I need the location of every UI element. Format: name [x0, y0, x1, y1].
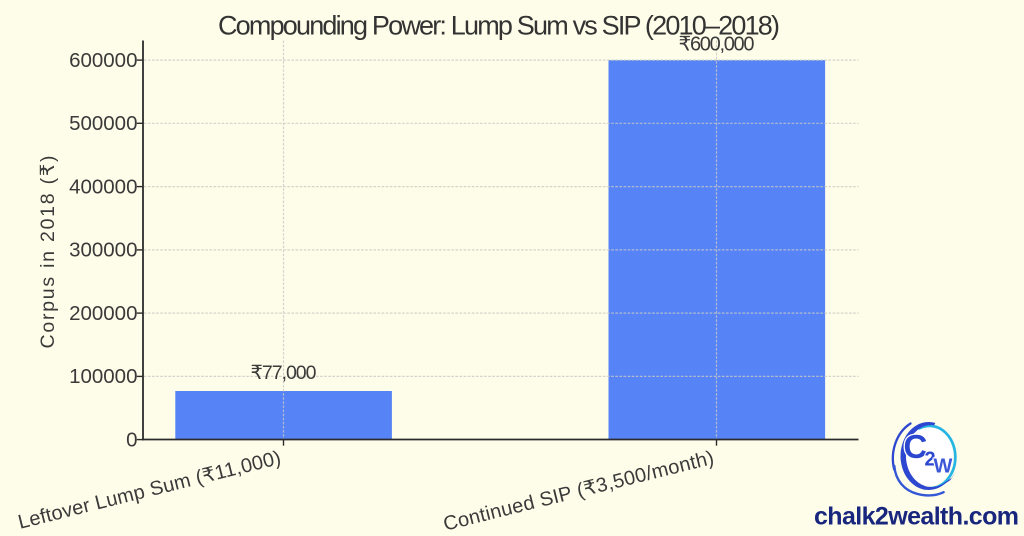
svg-text:600000: 600000 [69, 49, 137, 72]
svg-text:100000: 100000 [69, 365, 137, 388]
svg-text:200000: 200000 [69, 302, 137, 325]
svg-text:Compounding Power: Lump Sum vs: Compounding Power: Lump Sum vs SIP (2010… [218, 10, 780, 40]
svg-text:400000: 400000 [69, 175, 137, 198]
svg-text:chalk2wealth.com: chalk2wealth.com [814, 503, 1019, 531]
svg-text:0: 0 [126, 428, 137, 451]
svg-text:₹600,000: ₹600,000 [679, 34, 755, 56]
svg-text:₹77,000: ₹77,000 [251, 362, 317, 384]
svg-text:2: 2 [925, 449, 936, 471]
svg-text:500000: 500000 [69, 112, 137, 135]
svg-text:Corpus in 2018 (₹): Corpus in 2018 (₹) [37, 156, 59, 349]
svg-text:C: C [904, 428, 928, 465]
svg-text:300000: 300000 [69, 239, 137, 262]
svg-text:W: W [934, 456, 953, 478]
